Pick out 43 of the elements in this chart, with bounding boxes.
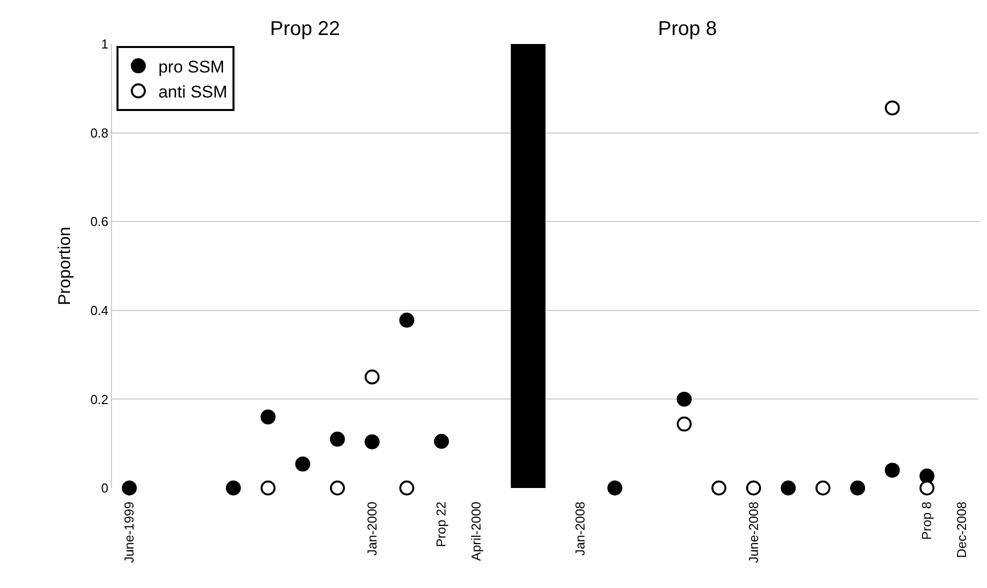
point	[711, 480, 726, 496]
point	[226, 480, 241, 496]
y-tick-label: 0.2	[90, 392, 108, 407]
point	[780, 480, 796, 496]
point	[399, 312, 414, 328]
point	[364, 370, 380, 384]
x-tick-label: June-1999	[122, 502, 137, 564]
point	[260, 409, 276, 424]
point	[746, 480, 762, 496]
point	[295, 456, 310, 472]
x-tick-label: June-2008	[746, 502, 761, 564]
point	[919, 480, 934, 496]
y-tick-label: 0	[101, 480, 108, 496]
point	[919, 468, 934, 484]
x-tick-label: Prop 22	[434, 502, 449, 548]
point	[364, 434, 380, 450]
point	[399, 480, 414, 496]
point	[676, 416, 692, 432]
y-tick-label: 0.4	[90, 302, 108, 318]
point	[330, 480, 345, 496]
point	[815, 480, 830, 496]
x-tick-label: Jan-2008	[572, 502, 588, 556]
y-axis-title: Proportion	[54, 226, 74, 306]
x-tick-label: Jan-2000	[364, 502, 380, 556]
point	[884, 100, 900, 116]
x-tick-label: Prop 8	[919, 502, 934, 540]
y-tick-label: 0.6	[90, 214, 108, 230]
point	[330, 432, 345, 447]
point	[607, 480, 622, 496]
point	[122, 480, 137, 496]
legend-label: pro SSM	[158, 57, 224, 76]
text: Prop 8	[658, 18, 717, 40]
y-tick-label: 0.8	[90, 125, 108, 140]
point	[260, 480, 276, 496]
point	[884, 462, 900, 478]
x-tick-label: Dec-2008	[954, 502, 969, 558]
legend-label: anti SSM	[158, 82, 228, 102]
text: Prop 22	[270, 18, 340, 40]
point	[676, 392, 692, 407]
y-tick-label: 1	[101, 36, 108, 52]
point	[850, 480, 866, 496]
point	[434, 434, 449, 449]
x-tick-label: April-2000	[468, 502, 484, 561]
